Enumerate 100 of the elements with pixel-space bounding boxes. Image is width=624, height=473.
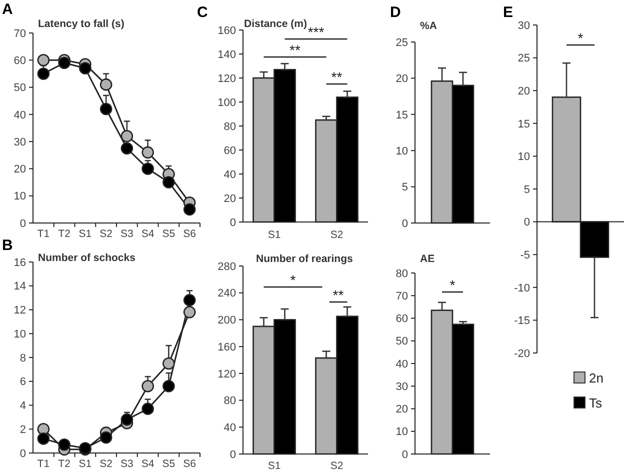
x-tick-label: S2 — [330, 460, 344, 472]
y-tick-label: 30 — [518, 20, 530, 32]
y-tick-label: 5 — [402, 182, 408, 194]
x-tick-label: S6 — [183, 228, 196, 240]
y-tick-label: 15 — [518, 118, 530, 130]
y-tick-label: 0 — [20, 218, 26, 230]
x-tick-label: S1 — [268, 460, 281, 472]
y-tick-label: 140 — [218, 48, 236, 61]
y-tick-label: 40 — [396, 358, 408, 370]
y-tick-label: 280 — [218, 260, 236, 273]
y-tick-label: -20 — [514, 348, 530, 360]
x-tick-label: T1 — [37, 228, 50, 240]
x-tick-label: S1 — [268, 229, 281, 241]
x-tick-label: S3 — [120, 228, 134, 240]
y-tick-label: -5 — [520, 249, 530, 262]
x-tick-label: T2 — [58, 458, 71, 470]
y-tick-label: 40 — [224, 168, 236, 181]
annotation: * — [290, 272, 296, 288]
x-tick-label: S1 — [78, 228, 92, 240]
annotation: * — [578, 30, 584, 46]
y-tick-label: 2 — [20, 424, 26, 436]
y-tick-label: 15 — [396, 109, 408, 122]
y-tick-label: 10 — [518, 151, 530, 164]
annotation: ** — [290, 42, 301, 58]
y-tick-label: 8 — [20, 352, 26, 364]
y-tick-label: 100 — [218, 96, 236, 109]
y-tick-label: 40 — [224, 422, 236, 434]
y-tick-label: 10 — [14, 190, 26, 203]
y-tick-label: 80 — [224, 120, 236, 133]
y-tick-label: 20 — [518, 85, 530, 98]
y-tick-label: 14 — [14, 280, 26, 293]
y-tick-label: 240 — [218, 288, 236, 300]
chart-title: B — [2, 237, 13, 254]
x-tick-label: S2 — [100, 458, 113, 470]
y-tick-label: 60 — [224, 144, 236, 157]
y-tick-label: 30 — [14, 136, 26, 148]
y-tick-label: 6 — [20, 376, 26, 388]
y-tick-label: 20 — [396, 73, 408, 86]
y-tick-label: 50 — [396, 336, 408, 348]
y-tick-label: -15 — [514, 315, 530, 328]
y-tick-label: 0 — [524, 216, 530, 229]
x-tick-label: S6 — [183, 458, 196, 470]
x-tick-label: S1 — [78, 458, 92, 470]
y-tick-label: 80 — [396, 268, 408, 280]
x-tick-label: T1 — [37, 458, 50, 470]
y-tick-label: 120 — [218, 72, 236, 85]
y-tick-label: 80 — [224, 395, 236, 408]
x-tick-label: S2 — [100, 228, 113, 240]
chart-title: E — [503, 4, 514, 21]
annotation: *** — [308, 24, 325, 40]
annotation: ** — [332, 287, 344, 303]
chart-title: A — [2, 1, 13, 18]
y-tick-label: 70 — [14, 28, 26, 40]
y-tick-label: 30 — [396, 380, 408, 393]
y-tick-label: 4 — [20, 400, 26, 412]
y-tick-label: 160 — [218, 341, 236, 354]
y-tick-label: 0 — [402, 218, 408, 230]
y-axis-title: AE — [420, 253, 435, 265]
x-tick-label: T2 — [58, 228, 71, 240]
y-tick-label: 70 — [396, 290, 408, 302]
annotation: * — [450, 277, 456, 293]
y-axis-title: Number of schocks — [38, 252, 136, 264]
y-tick-label: 10 — [396, 426, 408, 438]
x-tick-label: S2 — [330, 229, 344, 241]
y-tick-label: 60 — [396, 313, 408, 326]
y-tick-label: 60 — [14, 54, 26, 67]
y-tick-label: 10 — [14, 328, 26, 340]
y-tick-label: 50 — [14, 82, 26, 94]
y-tick-label: 0 — [230, 216, 236, 229]
y-tick-label: 0 — [230, 448, 236, 461]
x-tick-label: S5 — [162, 228, 176, 240]
y-tick-label: 25 — [396, 36, 408, 49]
x-tick-label: S5 — [162, 458, 176, 470]
legend-label: Ts — [589, 396, 602, 411]
y-tick-label: 12 — [14, 304, 26, 317]
y-axis-title: Number of rearings — [256, 253, 354, 265]
y-tick-label: 25 — [518, 52, 530, 65]
x-tick-label: S4 — [141, 228, 154, 240]
x-tick-label: S3 — [120, 458, 134, 470]
y-tick-label: 160 — [218, 24, 236, 37]
annotation: ** — [331, 69, 343, 85]
y-tick-label: 20 — [396, 404, 408, 416]
y-tick-label: 16 — [14, 256, 26, 269]
y-tick-label: 10 — [396, 145, 408, 158]
y-tick-label: 0 — [402, 448, 408, 461]
y-tick-label: 200 — [218, 314, 236, 327]
chart-title: D — [390, 4, 401, 21]
y-axis-title: Distance (m) — [244, 18, 308, 30]
y-tick-label: 120 — [218, 368, 236, 380]
y-tick-label: 0 — [20, 448, 26, 460]
y-axis-title: Latency to fall (s) — [38, 18, 124, 30]
legend-label: 2n — [589, 370, 604, 386]
x-tick-label: S4 — [141, 458, 154, 470]
y-tick-label: -10 — [514, 282, 530, 294]
y-axis-title: %A — [420, 20, 438, 32]
chart-title: C — [197, 4, 208, 21]
y-tick-label: 5 — [524, 184, 530, 196]
y-tick-label: 20 — [14, 164, 26, 176]
y-tick-label: 40 — [14, 109, 26, 122]
y-tick-label: 20 — [224, 192, 236, 205]
